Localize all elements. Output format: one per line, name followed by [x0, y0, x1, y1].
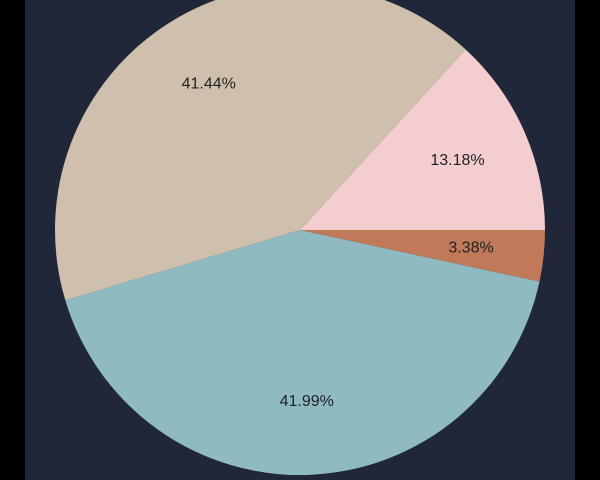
- pie-slice: [65, 230, 540, 475]
- pie: [55, 0, 545, 475]
- labels: 3.38% 41.99% 41.44% 13.18%: [182, 75, 494, 410]
- slice-label: 13.18%: [430, 152, 484, 169]
- slice-label: 41.99%: [280, 393, 334, 410]
- slice-label: 41.44%: [182, 75, 236, 92]
- pie-slice: [55, 0, 466, 301]
- pie-slice: [300, 49, 545, 230]
- pie-slice: [300, 230, 545, 282]
- slice-label: 3.38%: [448, 239, 493, 256]
